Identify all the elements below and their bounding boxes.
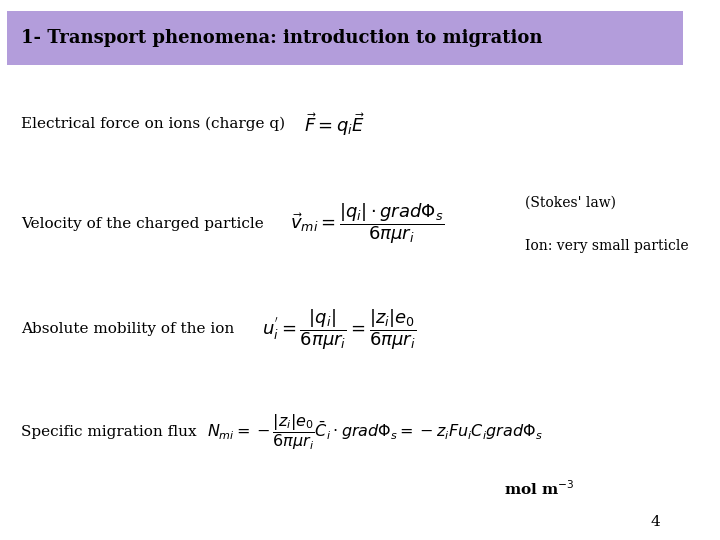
FancyBboxPatch shape <box>7 11 683 65</box>
Text: Velocity of the charged particle: Velocity of the charged particle <box>21 217 264 231</box>
Text: Ion: very small particle: Ion: very small particle <box>525 239 688 253</box>
Text: 4: 4 <box>651 515 661 529</box>
Text: $u_i^{'} = \dfrac{|q_i|}{6\pi\mu r_i} = \dfrac{|z_i|e_0}{6\pi\mu r_i}$: $u_i^{'} = \dfrac{|q_i|}{6\pi\mu r_i} = … <box>262 307 417 352</box>
Text: (Stokes' law): (Stokes' law) <box>525 195 616 210</box>
Text: 1- Transport phenomena: introduction to migration: 1- Transport phenomena: introduction to … <box>21 29 542 48</box>
Text: Absolute mobility of the ion: Absolute mobility of the ion <box>21 322 234 336</box>
Text: $\vec{v}_{mi} = \dfrac{|q_i| \cdot grad\Phi_s}{6\pi\mu r_i}$: $\vec{v}_{mi} = \dfrac{|q_i| \cdot grad\… <box>290 202 444 246</box>
Text: $N_{mi} = -\dfrac{|z_i|e_0}{6\pi\mu r_i}\bar{C}_i \cdot grad\Phi_s = -z_i F u_i : $N_{mi} = -\dfrac{|z_i|e_0}{6\pi\mu r_i}… <box>207 412 543 452</box>
Text: $\vec{F} = q_i \vec{E}$: $\vec{F} = q_i \vec{E}$ <box>304 111 365 138</box>
Text: mol m$^{-3}$: mol m$^{-3}$ <box>504 480 575 498</box>
Text: Specific migration flux: Specific migration flux <box>21 425 197 439</box>
Text: Electrical force on ions (charge q): Electrical force on ions (charge q) <box>21 117 285 131</box>
